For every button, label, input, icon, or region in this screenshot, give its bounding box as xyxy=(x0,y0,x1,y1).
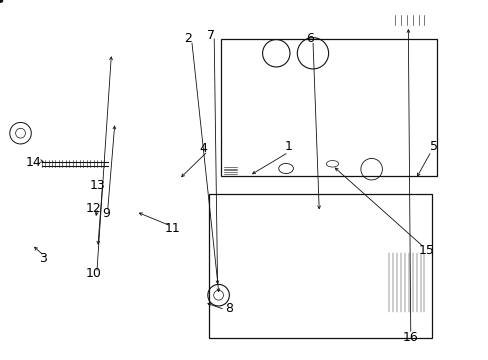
Text: 4: 4 xyxy=(199,142,206,155)
Text: 8: 8 xyxy=(224,302,232,315)
Text: 5: 5 xyxy=(429,140,437,153)
Text: 3: 3 xyxy=(39,252,47,265)
Text: 16: 16 xyxy=(402,331,418,344)
Text: 2: 2 xyxy=(184,32,192,45)
Text: 6: 6 xyxy=(306,32,314,45)
Text: 15: 15 xyxy=(418,244,433,257)
Text: 9: 9 xyxy=(102,207,110,220)
Text: 7: 7 xyxy=(207,29,215,42)
Text: 12: 12 xyxy=(86,202,102,215)
Text: 1: 1 xyxy=(284,140,292,153)
Text: 14: 14 xyxy=(25,156,41,168)
Text: 13: 13 xyxy=(90,179,105,192)
Bar xyxy=(209,194,431,338)
Bar xyxy=(221,39,436,176)
Text: 10: 10 xyxy=(86,267,102,280)
Text: 11: 11 xyxy=(164,222,180,235)
